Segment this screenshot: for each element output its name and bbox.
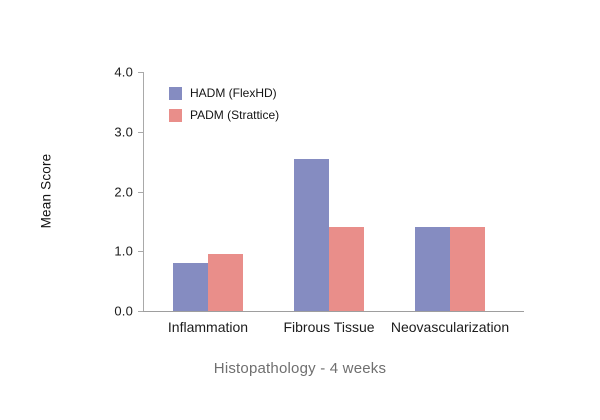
y-tick-label: 3.0 xyxy=(114,124,133,140)
y-tick-mark xyxy=(138,191,143,193)
bar-inflammation-padm xyxy=(208,254,243,311)
bar-fibrous-tissue-padm xyxy=(329,227,364,311)
y-tick-mark xyxy=(138,131,143,133)
y-tick-label: 0.0 xyxy=(114,303,133,319)
x-axis-line xyxy=(143,311,524,312)
y-axis-line xyxy=(143,72,144,311)
legend: HADM (FlexHD) PADM (Strattice) xyxy=(169,86,279,130)
y-axis-title: Mean Score xyxy=(38,153,54,229)
y-tick-mark xyxy=(138,311,143,312)
legend-label-padm: PADM (Strattice) xyxy=(190,108,280,122)
bar-fibrous-tissue-hadm xyxy=(294,158,329,311)
x-category-label: Fibrous Tissue xyxy=(283,319,375,335)
x-category-label: Neovascularization xyxy=(390,319,510,335)
legend-item-hadm: HADM (FlexHD) xyxy=(169,86,279,100)
bar-inflammation-hadm xyxy=(173,263,208,311)
bar-neovascularization-hadm xyxy=(415,227,450,311)
y-tick-label: 2.0 xyxy=(114,184,133,199)
y-tick-label: 4.0 xyxy=(114,64,133,80)
legend-swatch-padm xyxy=(169,108,182,122)
y-tick-mark xyxy=(138,72,143,73)
legend-label-hadm: HADM (FlexHD) xyxy=(190,86,277,100)
y-tick-label: 1.0 xyxy=(114,243,133,259)
x-category-label: Inflammation xyxy=(167,319,249,335)
plot-area: 0.0 1.0 2.0 3.0 4.0 Inflammation Fibrous Tiss… xyxy=(114,65,524,335)
bar-neovascularization-padm xyxy=(450,227,485,311)
chart-caption: Histopathology - 4 weeks xyxy=(213,360,387,377)
y-tick-mark xyxy=(138,251,143,253)
legend-item-padm: PADM (Strattice) xyxy=(169,108,279,122)
legend-swatch-hadm xyxy=(169,86,182,100)
